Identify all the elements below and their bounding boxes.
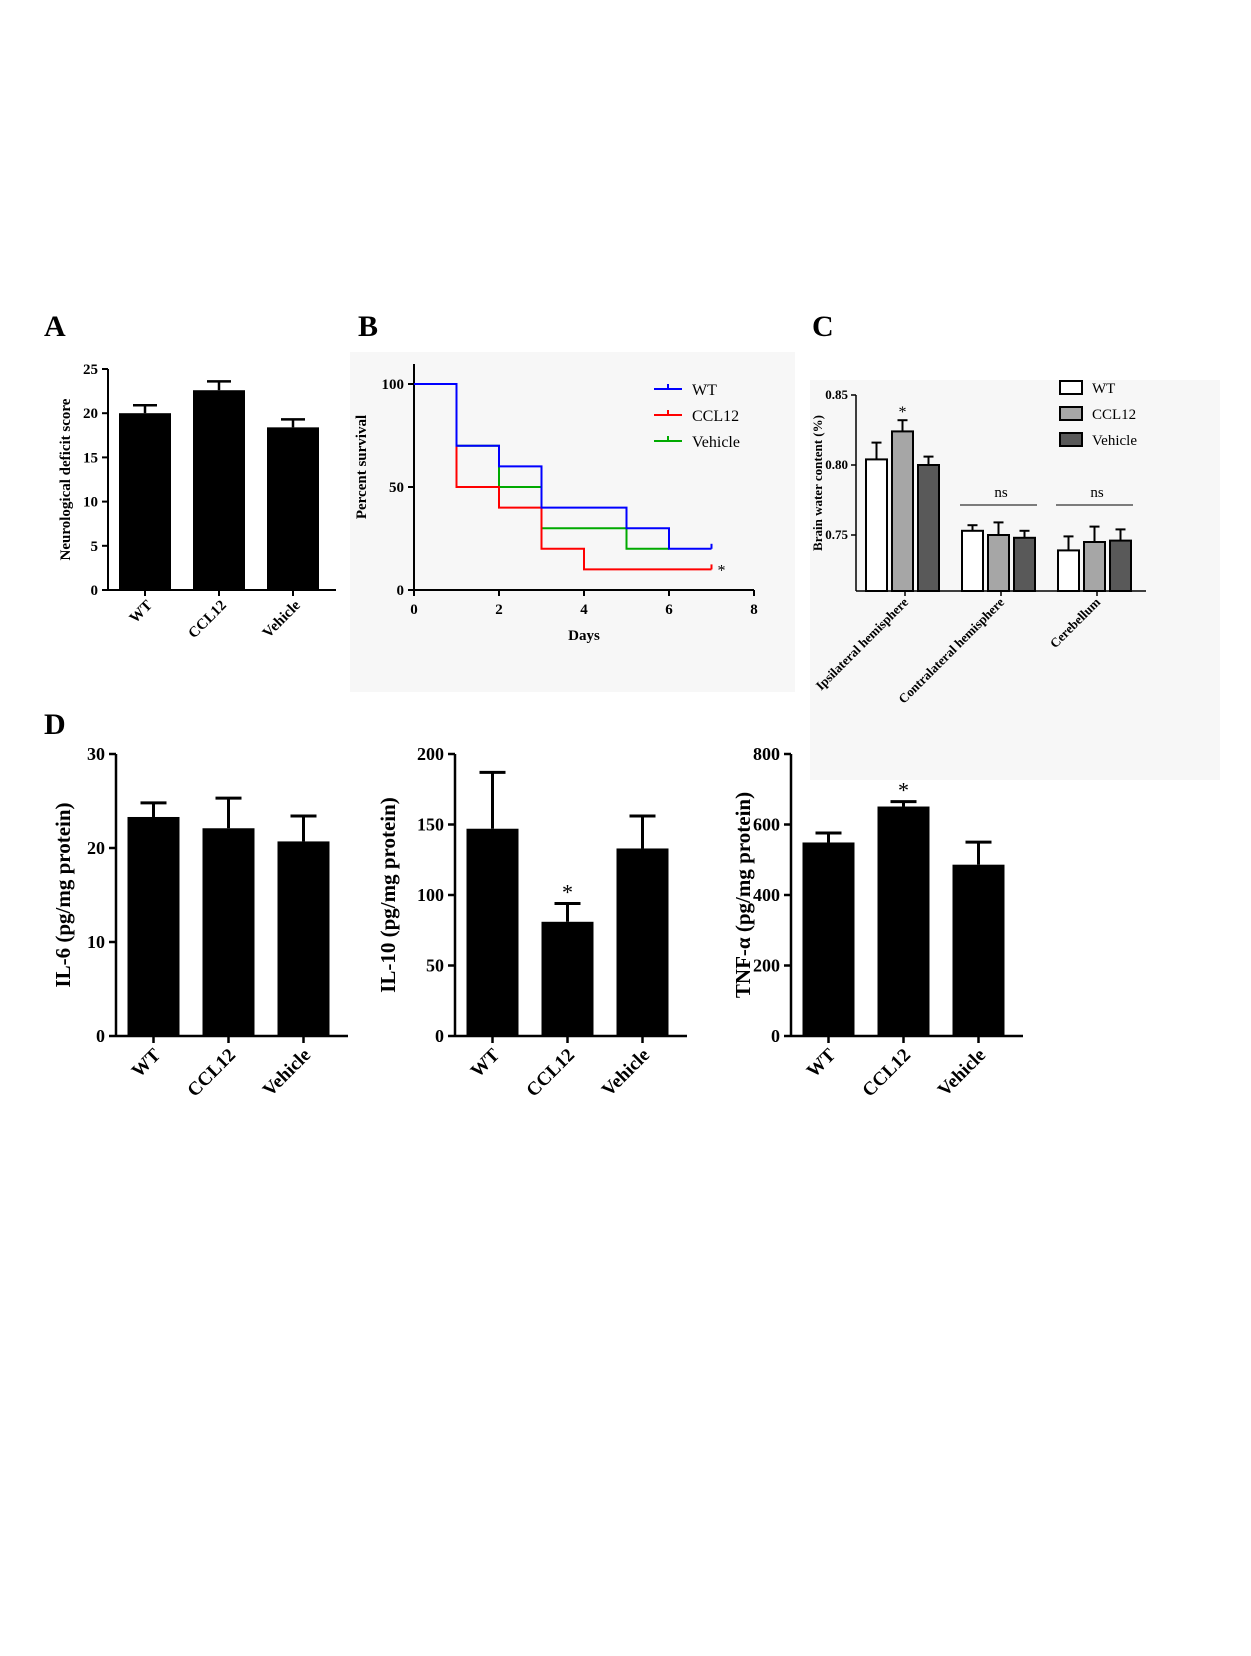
y-tick-label: 800 xyxy=(753,744,780,764)
bar-ccl12 xyxy=(202,828,255,1036)
bar-wt xyxy=(802,842,855,1036)
y-axis-label: Brain water content (%) xyxy=(810,415,825,551)
x-tick-label: 0 xyxy=(410,602,418,618)
category-label: WT xyxy=(803,1044,840,1081)
significance-label: ns xyxy=(994,485,1008,501)
y-tick-label: 100 xyxy=(382,377,405,393)
bar-vehicle xyxy=(267,427,319,590)
legend-label-ccl12: CCL12 xyxy=(692,408,739,425)
legend-swatch-wt xyxy=(1059,380,1083,395)
category-label: CCL12 xyxy=(858,1045,915,1102)
x-tick-label: 4 xyxy=(580,602,588,618)
bar-vehicle xyxy=(1109,539,1132,592)
panel-label-c: C xyxy=(812,310,834,343)
chart-il10: 0 50 100 150 200 IL-10 (pg/mg protein) WT CCL12… xyxy=(376,744,687,1101)
y-tick-label: 10 xyxy=(83,495,98,511)
bar-vehicle xyxy=(917,464,940,592)
y-tick-label: 20 xyxy=(83,406,98,422)
bar-ccl12 xyxy=(891,430,914,592)
significance-marker: * xyxy=(899,404,907,421)
y-axis-label: Neurological deficit score xyxy=(58,398,74,560)
y-tick-label: 600 xyxy=(753,815,780,835)
y-tick-label: 10 xyxy=(87,932,105,952)
bar-wt xyxy=(961,529,984,592)
panel-label-d: D xyxy=(44,708,66,741)
survival-line-wt xyxy=(414,383,712,550)
y-axis-label: IL-10 (pg/mg protein) xyxy=(376,797,400,993)
bar-wt xyxy=(119,413,171,590)
bar-vehicle xyxy=(1013,536,1036,592)
significance-label: ns xyxy=(1090,485,1104,501)
y-tick-label: 0 xyxy=(96,1026,105,1046)
x-axis-label: Days xyxy=(568,628,600,644)
x-tick-label: 2 xyxy=(495,602,503,618)
legend-label-vehicle: Vehicle xyxy=(692,434,740,451)
category-label: CCL12 xyxy=(522,1045,579,1102)
significance-marker: * xyxy=(718,562,726,579)
chart-il6: 0 10 20 30 IL-6 (pg/mg protein) WT CCL12 Vehicl… xyxy=(51,744,348,1101)
legend-label-wt: WT xyxy=(1092,381,1115,397)
legend-swatch-ccl12 xyxy=(1059,406,1083,421)
legend-label-ccl12: CCL12 xyxy=(1092,407,1136,423)
bar-ccl12 xyxy=(541,921,594,1036)
category-label: WT xyxy=(467,1044,504,1081)
bar-ccl12 xyxy=(1083,541,1106,592)
category-label: CCL12 xyxy=(183,1045,240,1102)
category-label: Vehicle xyxy=(598,1045,654,1101)
bar-vehicle xyxy=(952,864,1005,1036)
bar-ccl12 xyxy=(193,390,245,590)
bar-ccl12 xyxy=(987,534,1010,592)
y-axis-label: Percent survival xyxy=(354,415,370,519)
bar-wt xyxy=(865,458,888,592)
bar-vehicle xyxy=(277,841,330,1036)
category-label: Vehicle xyxy=(260,597,304,641)
panel-label-a: A xyxy=(44,310,66,343)
y-tick-label: 0.75 xyxy=(825,527,848,542)
chart-survival: 0 50 100 0 2 4 6 8 Days Percent survival * WT CCL12 V… xyxy=(354,364,758,644)
chart-neurological-deficit: 0 5 10 15 20 25 Neurological deficit score WT CC… xyxy=(58,362,336,642)
y-tick-label: 25 xyxy=(83,362,98,378)
legend-label-wt: WT xyxy=(692,382,717,399)
y-tick-label: 20 xyxy=(87,838,105,858)
bar-wt xyxy=(466,828,519,1036)
panel-label-b: B xyxy=(358,310,378,343)
bar-ccl12 xyxy=(877,806,930,1036)
y-tick-label: 200 xyxy=(753,956,780,976)
significance-marker: * xyxy=(898,778,909,803)
panel-b-background xyxy=(350,352,795,692)
category-label: Vehicle xyxy=(934,1045,990,1101)
y-tick-label: 400 xyxy=(753,885,780,905)
y-tick-label: 0 xyxy=(91,583,99,599)
y-tick-label: 50 xyxy=(389,480,404,496)
bar-wt xyxy=(1057,549,1080,593)
y-tick-label: 5 xyxy=(91,539,99,555)
y-tick-label: 150 xyxy=(417,815,444,835)
chart-tnf: 0 200 400 600 800 TNF-α (pg/mg protein) WT CCL1… xyxy=(731,744,1023,1101)
category-label: WT xyxy=(128,1044,165,1081)
bar-vehicle xyxy=(616,848,669,1036)
legend-swatch-vehicle xyxy=(1059,432,1083,447)
y-tick-label: 100 xyxy=(417,885,444,905)
category-label: CCL12 xyxy=(186,598,230,642)
y-tick-label: 0.80 xyxy=(825,457,848,472)
y-axis-label: TNF-α (pg/mg protein) xyxy=(731,792,755,998)
y-tick-label: 0 xyxy=(435,1026,444,1046)
category-label: WT xyxy=(127,598,156,627)
y-tick-label: 0 xyxy=(397,583,405,599)
legend-label-vehicle: Vehicle xyxy=(1092,433,1137,449)
x-tick-label: 8 xyxy=(750,602,758,618)
y-tick-label: 0.85 xyxy=(825,387,848,402)
bar-wt xyxy=(127,816,180,1036)
significance-marker: * xyxy=(562,879,573,904)
x-tick-label: 6 xyxy=(665,602,673,618)
y-tick-label: 200 xyxy=(417,744,444,764)
y-tick-label: 15 xyxy=(83,450,98,466)
y-tick-label: 0 xyxy=(771,1026,780,1046)
category-label: Vehicle xyxy=(259,1045,315,1101)
y-tick-label: 30 xyxy=(87,744,105,764)
y-tick-label: 50 xyxy=(426,956,444,976)
y-axis-label: IL-6 (pg/mg protein) xyxy=(51,802,75,987)
